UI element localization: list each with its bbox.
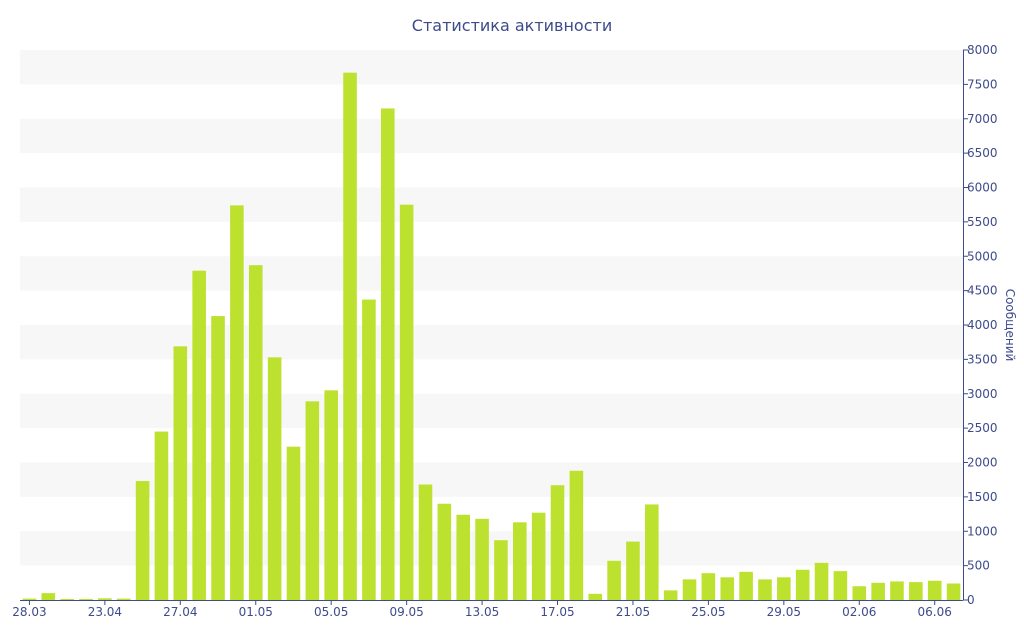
chart-title: Статистика активности — [412, 16, 612, 35]
x-tick-label: 02.06 — [842, 605, 876, 619]
bar — [588, 594, 602, 600]
bar — [664, 590, 678, 600]
bar — [287, 447, 301, 600]
bar — [890, 581, 904, 600]
bar — [532, 513, 546, 600]
grid-band — [20, 256, 963, 290]
bar — [796, 570, 810, 600]
y-tick-label: 3000 — [967, 387, 998, 401]
bar — [834, 571, 848, 600]
grid-band — [20, 394, 963, 428]
y-tick-label: 6500 — [967, 146, 998, 160]
bar — [155, 432, 169, 600]
grid-band — [20, 325, 963, 359]
bar — [720, 577, 734, 600]
bar — [211, 316, 225, 600]
bar — [739, 572, 753, 600]
y-tick-label: 2000 — [967, 456, 998, 470]
bar — [419, 485, 433, 601]
grid-band — [20, 188, 963, 222]
bar — [174, 346, 188, 600]
bar — [456, 515, 470, 600]
bar — [475, 519, 489, 600]
y-tick-label: 8000 — [967, 43, 998, 57]
bar — [777, 577, 791, 600]
y-axis-label: Сообщений — [1003, 289, 1017, 362]
bar — [306, 401, 320, 600]
bar — [230, 205, 244, 600]
y-tick-label: 3500 — [967, 352, 998, 366]
x-tick-label: 27.04 — [163, 605, 197, 619]
x-tick-label: 23.04 — [88, 605, 122, 619]
bar — [60, 599, 74, 600]
y-tick-label: 7500 — [967, 77, 998, 91]
x-tick-label: 13.05 — [465, 605, 499, 619]
bar — [438, 504, 452, 600]
x-tick-label: 25.05 — [691, 605, 725, 619]
x-tick-label: 28.03 — [12, 605, 46, 619]
x-tick-label: 29.05 — [767, 605, 801, 619]
y-tick-label: 4000 — [967, 318, 998, 332]
bar — [909, 582, 923, 600]
x-tick-label: 09.05 — [389, 605, 423, 619]
bar — [343, 73, 357, 600]
bar — [98, 598, 112, 600]
y-tick-label: 500 — [967, 559, 990, 573]
y-tick-label: 0 — [967, 593, 975, 607]
bar — [683, 579, 697, 600]
grid-band — [20, 50, 963, 84]
bar — [249, 265, 263, 600]
bar — [381, 108, 395, 600]
bar — [324, 390, 338, 600]
x-tick-label: 21.05 — [616, 605, 650, 619]
bar — [626, 542, 640, 600]
y-axis-ticks: 0 500 1000 1500 2000 2500 3000 3500 4000 4500 5000… — [963, 43, 998, 607]
bar — [607, 561, 621, 600]
x-tick-label: 05.05 — [314, 605, 348, 619]
bar — [570, 471, 584, 600]
bar — [192, 271, 206, 600]
x-tick-label: 17.05 — [540, 605, 574, 619]
bar — [268, 357, 282, 600]
bar — [400, 205, 414, 600]
bar — [928, 581, 942, 600]
bar — [645, 504, 659, 600]
bar — [42, 593, 56, 600]
bar — [947, 584, 961, 601]
y-tick-label: 6000 — [967, 181, 998, 195]
grid-band — [20, 119, 963, 153]
x-tick-label: 06.06 — [918, 605, 952, 619]
y-tick-label: 5500 — [967, 215, 998, 229]
y-tick-label: 1000 — [967, 524, 998, 538]
y-tick-label: 5000 — [967, 249, 998, 263]
y-tick-label: 1500 — [967, 490, 998, 504]
bar — [362, 300, 376, 600]
bar — [852, 586, 866, 600]
bar — [758, 579, 772, 600]
bar — [815, 563, 829, 600]
bar — [117, 599, 131, 600]
y-tick-label: 7000 — [967, 112, 998, 126]
bar — [702, 573, 716, 600]
y-tick-label: 2500 — [967, 421, 998, 435]
bar — [136, 481, 150, 600]
bar — [79, 599, 93, 600]
bar — [871, 583, 885, 600]
bar — [23, 599, 37, 600]
bar — [513, 522, 527, 600]
x-tick-label: 01.05 — [239, 605, 273, 619]
bar — [494, 540, 508, 600]
y-tick-label: 4500 — [967, 284, 998, 298]
bar — [551, 485, 565, 600]
x-axis-ticks: 28.03 23.04 27.04 01.05 05.05 09.05 13.05 17.05… — [12, 600, 952, 619]
